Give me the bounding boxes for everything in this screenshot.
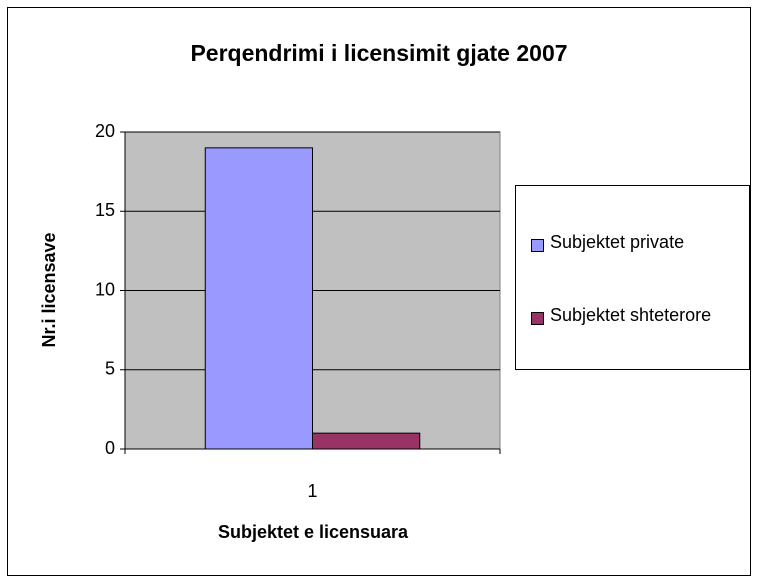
legend-label: Subjektet private [550,232,685,252]
y-tick-label: 20 [95,121,115,141]
legend-entry: Subjektet private [531,232,750,259]
y-tick-label: 0 [105,438,115,458]
legend-label: Subjektet shteterore [550,305,712,325]
bar [312,432,421,450]
y-axis-label: Nr.i licensave [39,232,59,347]
legend-entry: Subjektet shteterore [531,305,750,332]
x-tick-label: 1 [307,481,317,501]
chart-title: Perqendrimi i licensimit gjate 2007 [190,40,567,66]
legend-swatch [531,239,544,252]
y-tick-label: 5 [105,359,115,379]
bar [204,147,313,450]
legend-swatch [531,312,544,325]
x-axis-label: Subjektet e licensuara [218,522,409,542]
legend: Subjektet private Subjektet shteterore [515,185,750,370]
y-tick-label: 15 [95,200,115,220]
y-tick-label: 10 [95,279,115,299]
